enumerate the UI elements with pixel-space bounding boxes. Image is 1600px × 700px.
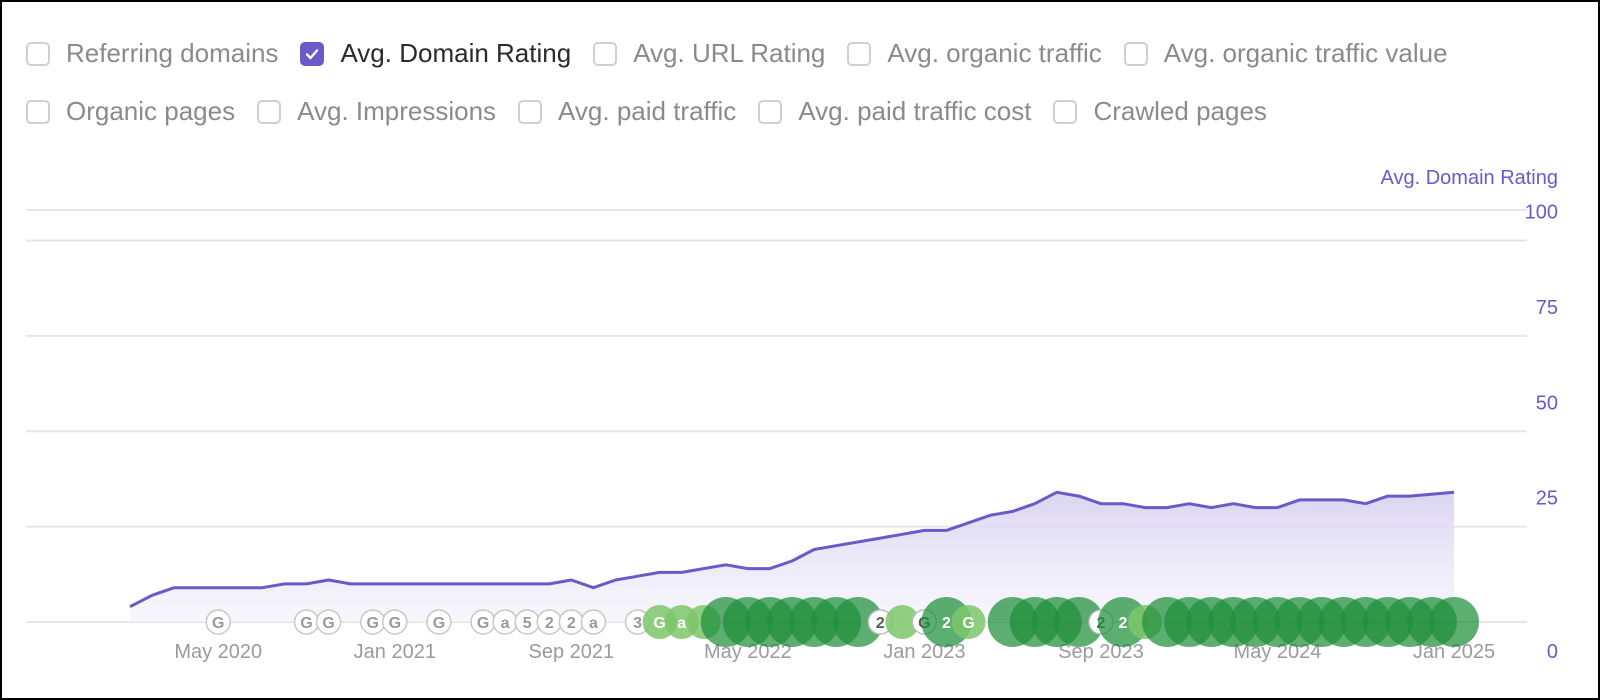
metric-options-row-2: Organic pages Avg. Impressions Avg. paid t… xyxy=(26,96,1267,127)
annotation-label: G xyxy=(212,615,224,632)
annotation-marker[interactable] xyxy=(885,605,920,639)
annotation-label: G xyxy=(300,615,312,632)
annotation-label: G xyxy=(962,615,974,632)
metric-checkbox[interactable] xyxy=(758,99,783,124)
x-tick-label: May 2020 xyxy=(174,641,262,663)
metric-option-label: Organic pages xyxy=(66,96,236,126)
annotation-label: 5 xyxy=(523,615,532,632)
annotation-label: a xyxy=(501,615,510,632)
metric-checkbox[interactable] xyxy=(257,99,282,124)
annotation-dot xyxy=(580,609,607,635)
y-tick-label: 0 xyxy=(1547,641,1558,663)
metric-option-label: Avg. Impressions xyxy=(297,96,497,126)
series-line xyxy=(129,490,1455,609)
annotation-markers: GGGGGGGa522a3Ga2G2G22 xyxy=(205,597,1479,647)
metric-options-row-1: Referring domains Avg. Domain Rating Avg. … xyxy=(26,38,1448,69)
metric-checkbox[interactable] xyxy=(26,41,50,66)
metric-option[interactable]: Avg. URL Rating xyxy=(593,38,825,69)
metric-checkbox[interactable] xyxy=(26,99,50,124)
metric-option[interactable]: Avg. Domain Rating xyxy=(300,38,571,69)
metric-checkbox[interactable] xyxy=(1123,41,1148,66)
y-tick-label: 50 xyxy=(1536,392,1558,414)
annotation-label: 2 xyxy=(545,615,554,632)
y-tick-label: 100 xyxy=(1525,202,1558,224)
annotation-dot xyxy=(885,605,920,639)
annotation-label: 2 xyxy=(942,615,951,632)
y-axis-title: Avg. Domain Rating xyxy=(1381,167,1559,189)
metric-option-label: Avg. paid traffic cost xyxy=(798,96,1032,126)
annotation-marker[interactable]: G xyxy=(205,609,232,635)
y-tick-label: 75 xyxy=(1536,297,1558,319)
metric-option[interactable]: Avg. organic traffic value xyxy=(1123,38,1448,69)
metric-option[interactable]: Avg. organic traffic xyxy=(847,38,1102,69)
annotation-marker[interactable]: G xyxy=(470,609,496,635)
annotation-marker[interactable]: a xyxy=(580,609,607,635)
metric-option-label: Avg. URL Rating xyxy=(633,38,826,68)
metric-checkbox[interactable] xyxy=(300,41,325,66)
y-axis-ticks: 100 75 50 25 0 xyxy=(1525,202,1558,663)
metric-option[interactable]: Avg. paid traffic cost xyxy=(758,96,1031,127)
metric-option-label: Avg. Domain Rating xyxy=(340,38,572,68)
annotation-dot xyxy=(205,609,232,635)
annotation-label: G xyxy=(367,615,379,632)
metric-checkbox[interactable] xyxy=(1053,99,1078,124)
metric-option-label: Avg. paid traffic xyxy=(558,96,737,126)
metric-checkbox[interactable] xyxy=(518,99,543,124)
annotation-label: a xyxy=(677,615,686,632)
y-tick-label: 25 xyxy=(1536,488,1558,510)
annotation-label: a xyxy=(589,615,598,632)
metric-option[interactable]: Referring domains xyxy=(26,38,278,69)
metric-option-label: Referring domains xyxy=(66,38,279,68)
series-area xyxy=(130,492,1454,622)
annotation-marker[interactable]: G xyxy=(426,609,452,635)
metric-option-label: Avg. organic traffic xyxy=(887,38,1102,68)
metric-checkbox[interactable] xyxy=(593,41,618,66)
annotation-marker[interactable] xyxy=(1053,597,1104,647)
annotation-marker[interactable]: G xyxy=(359,609,386,635)
x-tick-label: Sep 2021 xyxy=(529,641,615,663)
annotation-marker[interactable]: 2 xyxy=(536,609,563,635)
metric-option[interactable]: Avg. Impressions xyxy=(257,96,496,127)
metric-checkbox[interactable] xyxy=(847,41,872,66)
checkmark-icon xyxy=(306,48,319,59)
annotation-dot xyxy=(833,597,884,647)
metric-option-label: Avg. organic traffic value xyxy=(1163,38,1448,68)
annotation-dot xyxy=(1053,597,1104,647)
annotation-marker[interactable]: 2 xyxy=(558,609,585,635)
annotation-label: 2 xyxy=(567,615,576,632)
annotation-dot xyxy=(382,609,408,635)
annotation-dot xyxy=(315,609,342,635)
annotation-marker[interactable] xyxy=(833,597,884,647)
annotation-label: G xyxy=(433,615,445,632)
annotation-dot xyxy=(426,609,452,635)
annotation-marker[interactable]: G xyxy=(315,609,342,635)
metric-option-label: Crawled pages xyxy=(1093,96,1267,126)
metric-option[interactable]: Organic pages xyxy=(26,96,235,127)
annotation-marker[interactable]: G xyxy=(951,605,986,639)
metric-option[interactable]: Avg. paid traffic xyxy=(518,96,736,127)
annotation-label: G xyxy=(389,615,401,632)
annotation-marker[interactable]: 5 xyxy=(514,609,540,635)
annotation-label: G xyxy=(322,615,334,632)
annotation-label: 3 xyxy=(633,615,642,632)
annotation-label: 2 xyxy=(1119,615,1128,632)
annotation-marker[interactable]: a xyxy=(492,609,518,635)
annotation-dot xyxy=(1429,597,1479,647)
x-tick-label: Jan 2021 xyxy=(354,641,436,663)
x-axis-ticks: May 2020 Jan 2021 Sep 2021 May 2022 Jan 2023… xyxy=(174,641,1495,663)
annotation-label: G xyxy=(653,615,665,632)
annotation-dot xyxy=(951,605,986,639)
metric-option[interactable]: Crawled pages xyxy=(1053,96,1267,127)
annotation-marker[interactable] xyxy=(1429,597,1479,647)
annotation-marker[interactable]: G xyxy=(293,609,320,635)
annotation-label: G xyxy=(477,615,489,632)
annotation-marker[interactable]: G xyxy=(382,609,408,635)
annotation-label: 2 xyxy=(876,615,885,632)
